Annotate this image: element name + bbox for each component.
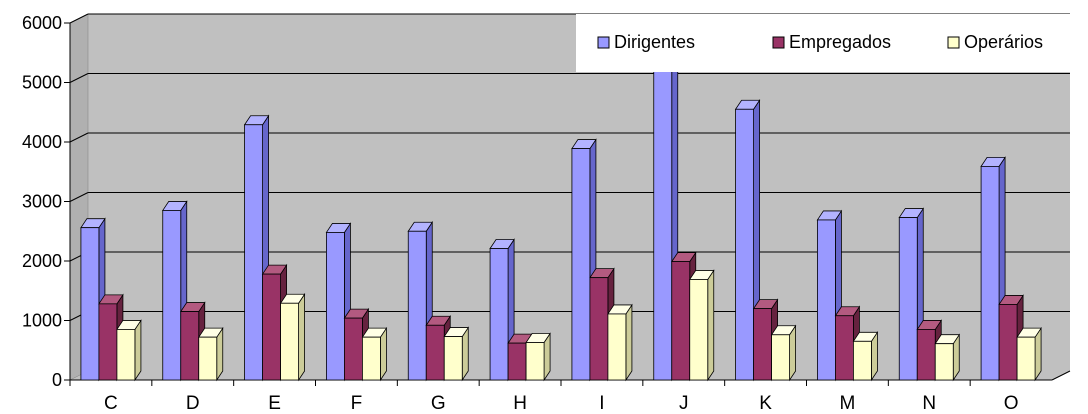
x-tick-label: C xyxy=(104,393,118,414)
gridline-diagonal xyxy=(69,192,89,202)
bar-front xyxy=(916,329,936,381)
bar-front xyxy=(753,308,772,381)
bar xyxy=(607,303,633,382)
bar-front xyxy=(180,311,200,381)
bar-front xyxy=(571,148,591,381)
bar xyxy=(443,326,469,382)
bar xyxy=(525,332,551,382)
bar-front xyxy=(262,273,281,381)
bar-front xyxy=(489,248,509,381)
bar-front xyxy=(407,230,427,381)
bar xyxy=(198,326,224,382)
bar-front xyxy=(162,210,182,381)
legend-label: Empregados xyxy=(789,32,891,52)
bar-side xyxy=(625,303,633,382)
y-tick-label: 2000 xyxy=(22,251,62,271)
bar xyxy=(770,324,797,382)
y-tick-label: 0 xyxy=(52,370,62,390)
legend: Dirigentes Empregados Operários xyxy=(576,14,1088,72)
bar-front xyxy=(80,227,100,381)
bar-front xyxy=(853,340,872,381)
x-tick-label: F xyxy=(351,393,363,414)
bar-front xyxy=(507,342,527,381)
x-tick-label: O xyxy=(1004,393,1019,414)
bar-front xyxy=(653,65,673,381)
bar-side xyxy=(707,269,715,382)
y-tick-label: 1000 xyxy=(22,311,62,331)
x-tick-label: H xyxy=(513,393,527,414)
bar-front xyxy=(116,329,136,381)
bar-side xyxy=(134,319,142,382)
x-tick-label: I xyxy=(599,393,604,414)
bar-front xyxy=(198,336,218,381)
x-tick-label: N xyxy=(922,393,936,414)
x-tick-label: J xyxy=(679,393,689,414)
bars xyxy=(80,55,1042,382)
bar-front xyxy=(980,165,1000,381)
bar-front xyxy=(280,302,299,381)
bar-front xyxy=(525,342,545,381)
y-tick-labels: 0 1000 2000 3000 4000 5000 6000 xyxy=(22,13,62,390)
legend-item: Empregados xyxy=(772,32,891,52)
bar-side xyxy=(298,292,305,382)
bar-front xyxy=(425,324,445,381)
bar xyxy=(852,331,879,382)
legend-swatch xyxy=(597,36,610,49)
bar xyxy=(116,319,142,382)
y-tick-label: 5000 xyxy=(22,73,62,93)
x-tick-label: M xyxy=(840,393,856,414)
x-tick-label: G xyxy=(431,393,446,414)
gridline-diagonal xyxy=(69,13,89,24)
legend-label: Dirigentes xyxy=(614,32,695,52)
gridline-diagonal xyxy=(69,73,89,83)
bar-front xyxy=(607,313,627,381)
bar xyxy=(361,326,388,382)
bar-front xyxy=(771,334,790,381)
x-tick-label: D xyxy=(186,393,200,414)
bar-front xyxy=(735,108,754,381)
bar-front xyxy=(1016,336,1036,381)
bar-front xyxy=(344,317,363,381)
x-axis-depth xyxy=(1051,370,1071,381)
bar-front xyxy=(835,315,854,381)
bar xyxy=(689,269,715,382)
bar-front xyxy=(898,217,918,381)
bar-front xyxy=(589,277,609,381)
bar-front xyxy=(244,124,263,381)
y-tick-label: 6000 xyxy=(22,13,62,33)
bar xyxy=(734,98,761,382)
legend-item: Dirigentes xyxy=(597,32,695,52)
axes xyxy=(64,22,1071,386)
x-tick-label: K xyxy=(759,393,772,414)
bar-front xyxy=(671,261,691,381)
bar-front xyxy=(817,219,836,381)
bar xyxy=(279,292,306,382)
bar xyxy=(934,333,960,382)
legend-item: Operários xyxy=(947,32,1043,52)
gridline-diagonal xyxy=(69,132,89,143)
bar-front xyxy=(934,343,954,381)
legend-background xyxy=(576,14,1088,72)
bar-front xyxy=(443,336,463,381)
bar-front xyxy=(689,279,709,381)
bar-front xyxy=(98,303,118,381)
bar-front xyxy=(362,336,381,381)
y-tick-label: 4000 xyxy=(22,132,62,152)
bar xyxy=(1016,326,1042,382)
y-tick-label: 3000 xyxy=(22,192,62,212)
legend-swatch xyxy=(772,36,785,49)
x-tick-label: E xyxy=(268,393,281,414)
legend-swatch xyxy=(947,36,960,49)
bar-front xyxy=(998,304,1018,381)
legend-label: Operários xyxy=(964,32,1043,52)
bar-front xyxy=(326,232,345,381)
